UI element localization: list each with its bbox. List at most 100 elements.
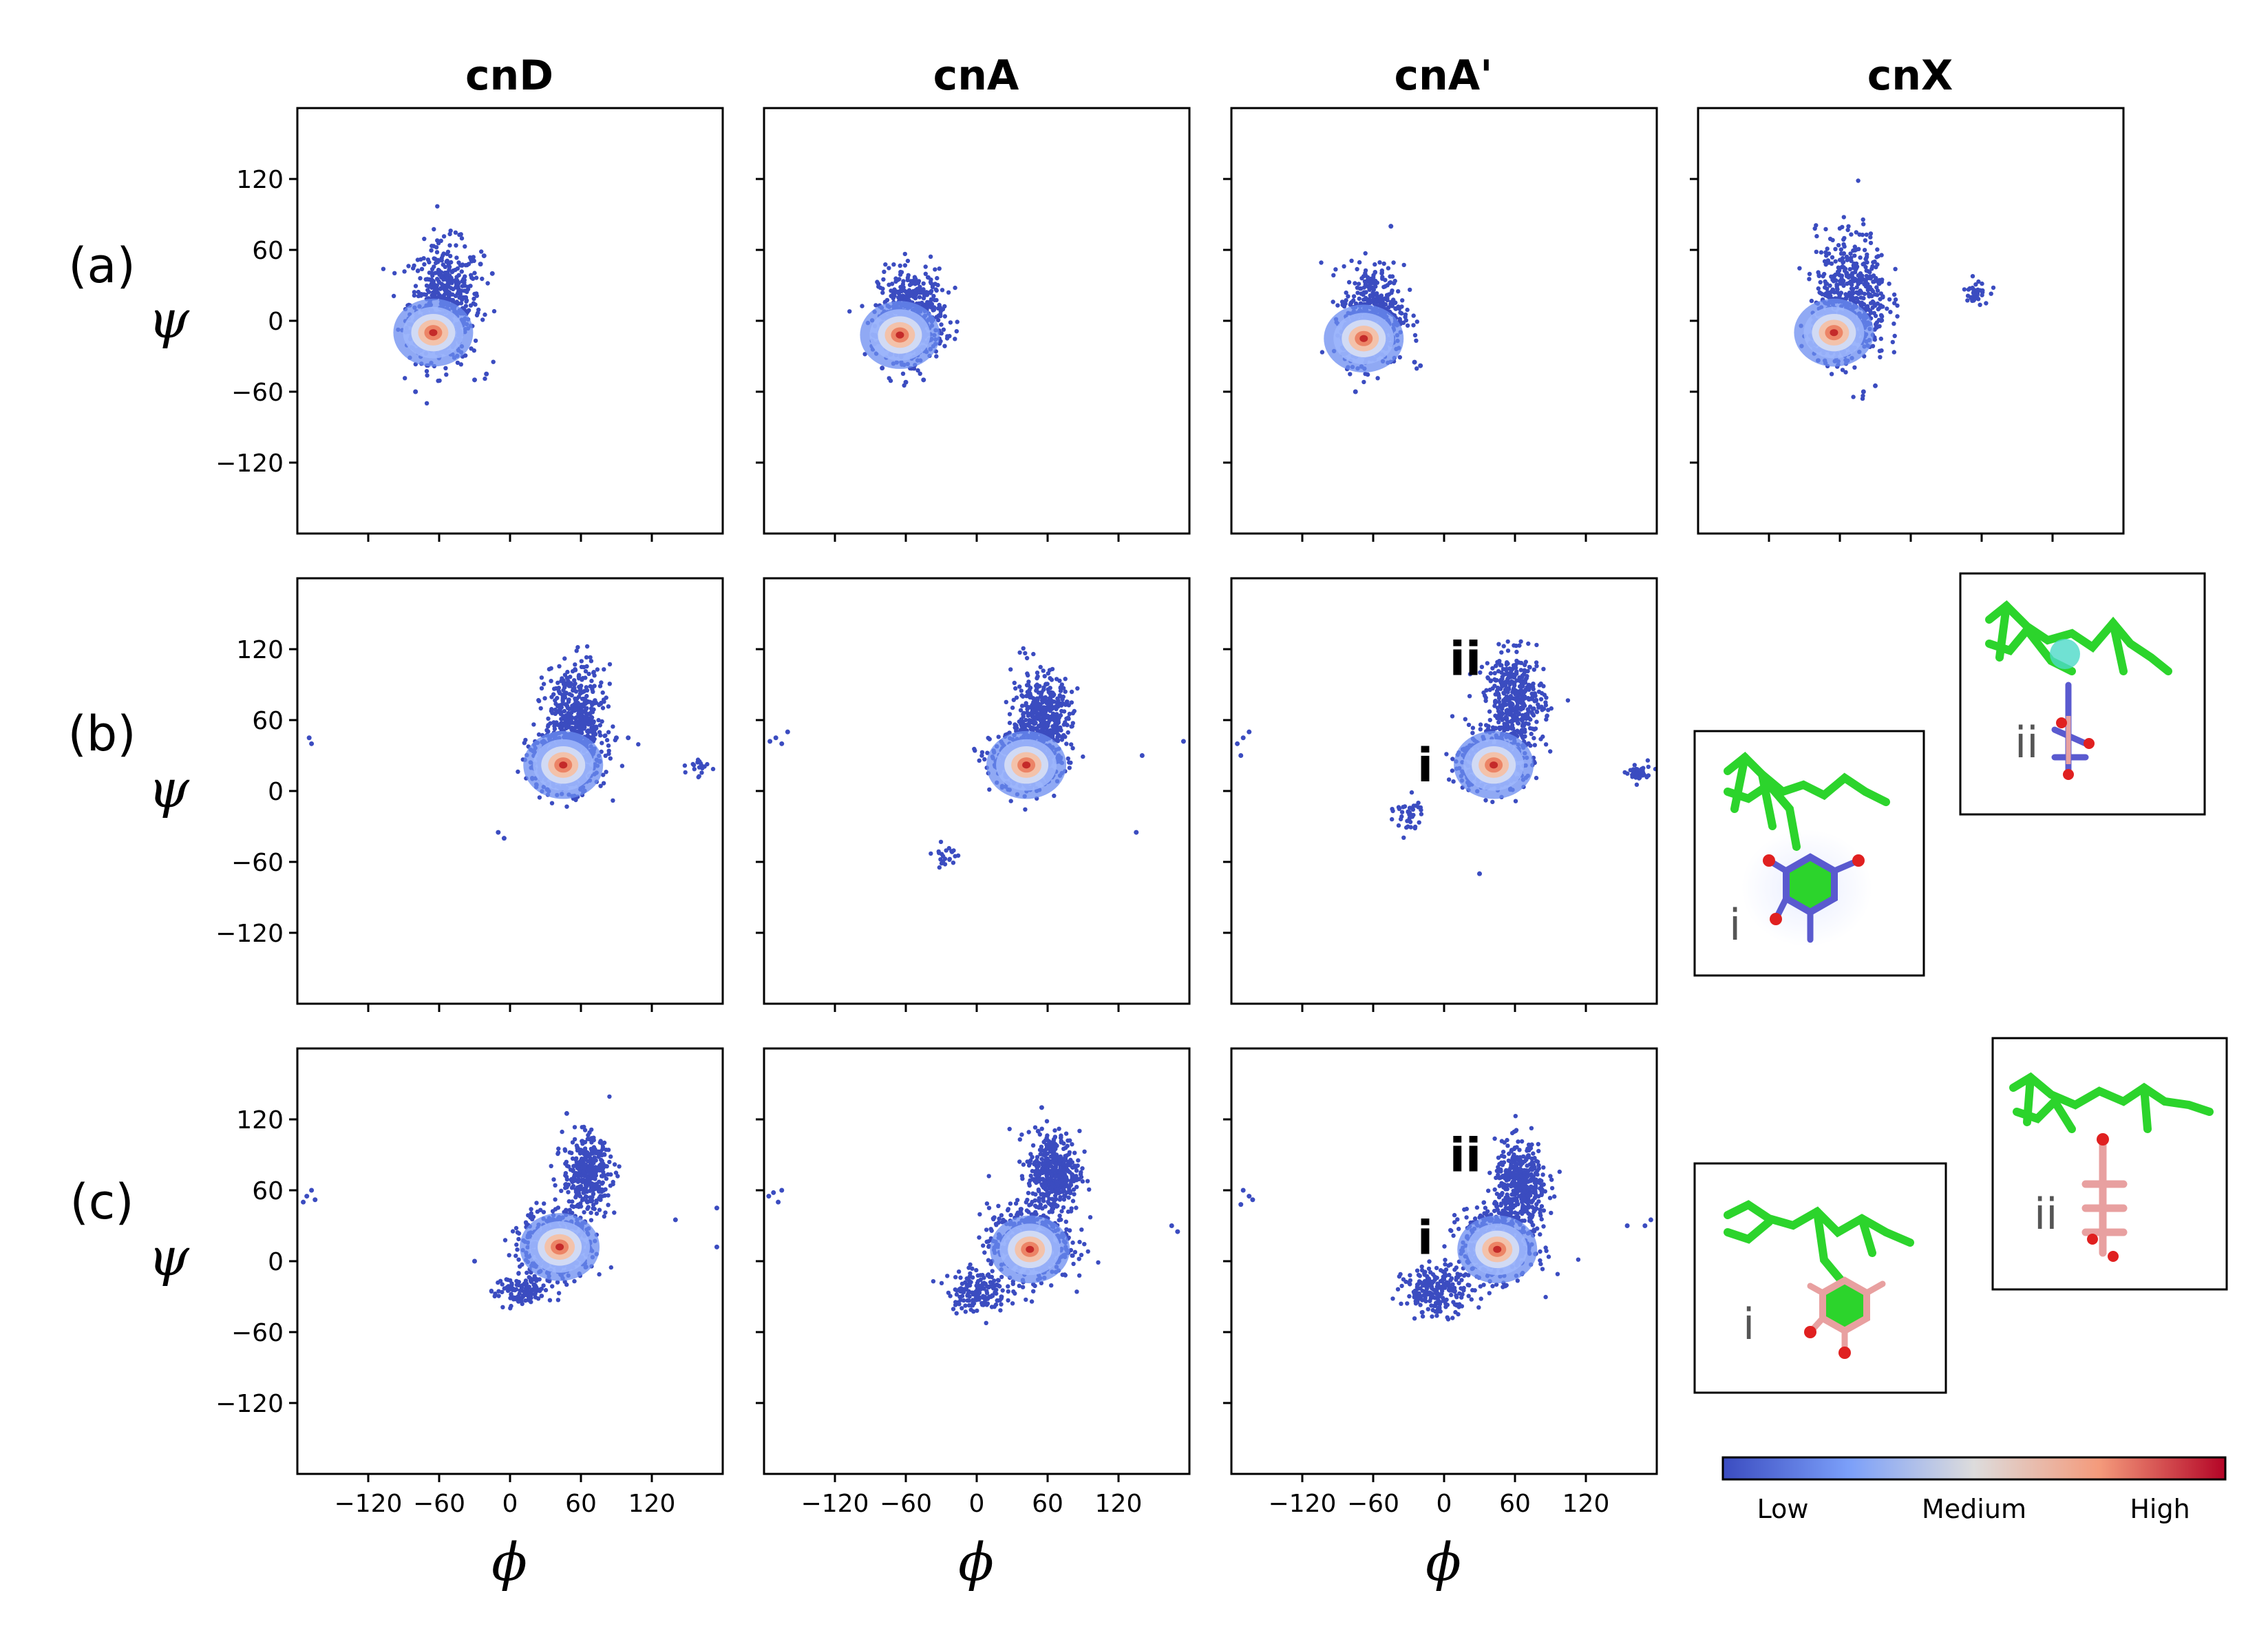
point-a-cnX-0-465 bbox=[1845, 274, 1850, 279]
point-b-cnD-0-332 bbox=[572, 682, 577, 688]
point-a-cnX-0-285 bbox=[1830, 255, 1835, 260]
point-a-cnA-0-245 bbox=[900, 371, 906, 376]
point-a-cnX-2-28 bbox=[1966, 287, 1971, 292]
point-b-cnA-0-419 bbox=[1021, 710, 1026, 716]
point-b-cnD-0-341 bbox=[557, 664, 562, 668]
point-b-cnD-0-90 bbox=[607, 682, 612, 686]
point-b-cnA-0-433 bbox=[1050, 716, 1056, 721]
point-b-cnD-1-252 bbox=[604, 737, 610, 743]
point-a-cnD-0-467 bbox=[443, 291, 447, 296]
point-a-cnD-0-334 bbox=[459, 269, 464, 274]
point-b-cnA-0-345 bbox=[1059, 708, 1064, 714]
point-a-cnD-0-439 bbox=[432, 264, 436, 269]
point-a-cnX-0-479 bbox=[1877, 305, 1883, 310]
point-a-cnX-2-29 bbox=[1970, 274, 1975, 279]
column-title-cnA: cnA bbox=[933, 52, 1019, 100]
point-b-cnD-1-60 bbox=[600, 741, 604, 746]
point-b-cnA-0-449 bbox=[1023, 651, 1028, 655]
point-a-cnX-0-457 bbox=[1836, 243, 1841, 248]
point-a-cnA-prime-0-291 bbox=[1363, 268, 1368, 273]
point-a-cnA-0-235 bbox=[896, 295, 901, 300]
point-a-cnX-1-124 bbox=[1827, 291, 1832, 296]
point-a-cnX-0-282 bbox=[1840, 224, 1845, 229]
point-b-cnD-0-49 bbox=[603, 733, 608, 738]
point-a-cnA-0-6 bbox=[940, 288, 945, 293]
point-a-cnA-0-243 bbox=[936, 313, 942, 318]
point-a-cnA-0-285 bbox=[893, 279, 898, 284]
point-a-cnA-0-58 bbox=[933, 267, 937, 272]
point-a-cnD-0-48 bbox=[455, 360, 460, 366]
point-b-cnA-1-315 bbox=[1081, 754, 1085, 759]
point-a-cnD-0-326 bbox=[441, 253, 445, 258]
point-a-cnX-0-463 bbox=[1824, 282, 1830, 286]
point-b-cnD-0-393 bbox=[600, 706, 606, 710]
point-b-cnA-0-226 bbox=[1054, 677, 1059, 682]
point-a-cnA-prime-0-448 bbox=[1389, 299, 1394, 304]
point-a-cnA-0-237 bbox=[913, 277, 918, 282]
point-a-cnD-0-312 bbox=[454, 243, 458, 248]
point-a-cnX-0-532 bbox=[1856, 282, 1861, 286]
point-a-cnD-0-514 bbox=[451, 268, 456, 273]
point-a-cnX-0-471 bbox=[1865, 260, 1869, 265]
point-a-cnD-0-481 bbox=[437, 271, 442, 276]
point-b-cnD-0-472 bbox=[582, 664, 586, 670]
point-b-cnD-2-14 bbox=[695, 757, 701, 762]
point-b-cnA-1-64 bbox=[1013, 725, 1017, 730]
point-a-cnA-prime-0-166 bbox=[1398, 310, 1403, 315]
point-a-cnX-0-419 bbox=[1852, 261, 1856, 266]
point-a-cnA-prime-0-164 bbox=[1383, 284, 1388, 289]
point-b-cnD-2-10 bbox=[710, 766, 716, 772]
point-b-cnD-1-177 bbox=[603, 753, 608, 759]
point-a-cnD-0-453 bbox=[460, 295, 465, 300]
point-a-cnD-0-288 bbox=[471, 296, 476, 302]
point-b-cnD-0-168 bbox=[542, 696, 547, 701]
point-a-cnX-0-481 bbox=[1860, 396, 1865, 401]
ytick-label-a-cnD-0: 120 bbox=[236, 166, 284, 194]
point-a-cnX-0-522 bbox=[1850, 272, 1855, 277]
point-a-cnA-0-349 bbox=[905, 258, 911, 264]
point-a-cnD-0-394 bbox=[470, 276, 476, 281]
point-b-cnD-0-462 bbox=[600, 719, 604, 724]
point-a-cnA-prime-0-32 bbox=[1396, 289, 1401, 294]
point-b-cnA-0-411 bbox=[1019, 688, 1024, 693]
point-b-cnD-0-448 bbox=[597, 723, 602, 728]
outlier-a-cnD-1 bbox=[478, 262, 483, 267]
point-b-cnD-2-17 bbox=[699, 770, 704, 775]
point-a-cnX-0-493 bbox=[1816, 273, 1821, 279]
point-a-cnA-prime-0-273 bbox=[1387, 280, 1392, 286]
point-a-cnA-0-466 bbox=[932, 305, 937, 310]
point-b-cnD-0-406 bbox=[566, 723, 571, 728]
point-b-cnA-0-416 bbox=[1026, 713, 1031, 718]
point-b-cnA-0-443 bbox=[1044, 726, 1049, 731]
point-a-cnA-0-469 bbox=[915, 368, 920, 373]
point-a-cnD-0-402 bbox=[455, 266, 460, 271]
point-a-cnD-0-261 bbox=[458, 232, 463, 237]
point-b-cnD-0-255 bbox=[636, 742, 641, 747]
point-a-cnX-0-147 bbox=[1840, 368, 1845, 372]
point-a-cnD-0-399 bbox=[434, 245, 439, 250]
point-a-cnX-0-50 bbox=[1809, 298, 1814, 304]
point-b-cnD-2-15 bbox=[691, 763, 697, 768]
panel-bg-b-cnA bbox=[764, 578, 1189, 1004]
point-a-cnX-0-219 bbox=[1816, 270, 1821, 275]
point-a-cnA-0-346 bbox=[880, 286, 885, 291]
outlier-b-cnD-0 bbox=[306, 735, 312, 741]
point-a-cnA-0-428 bbox=[909, 282, 914, 286]
point-a-cnA-prime-0-425 bbox=[1380, 275, 1385, 279]
point-b-cnA-2-17 bbox=[947, 857, 952, 863]
point-a-cnX-0-306 bbox=[1868, 235, 1873, 240]
point-b-cnD-0-401 bbox=[600, 690, 605, 695]
point-a-cnA-prime-0-445 bbox=[1348, 372, 1353, 377]
point-b-cnD-1-244 bbox=[549, 801, 555, 805]
point-a-cnX-2-22 bbox=[1991, 285, 1996, 291]
point-b-cnA-2-12 bbox=[953, 854, 957, 858]
point-a-cnX-2-32 bbox=[1989, 291, 1993, 296]
point-a-cnD-0-451 bbox=[485, 281, 490, 286]
point-b-cnD-0-461 bbox=[582, 702, 586, 707]
point-a-cnD-0-237 bbox=[479, 249, 484, 254]
point-a-cnX-0-484 bbox=[1823, 226, 1828, 232]
point-a-cnD-0-175 bbox=[381, 266, 386, 271]
point-a-cnX-0-332 bbox=[1878, 318, 1884, 324]
point-b-cnA-0-156 bbox=[1046, 671, 1051, 676]
